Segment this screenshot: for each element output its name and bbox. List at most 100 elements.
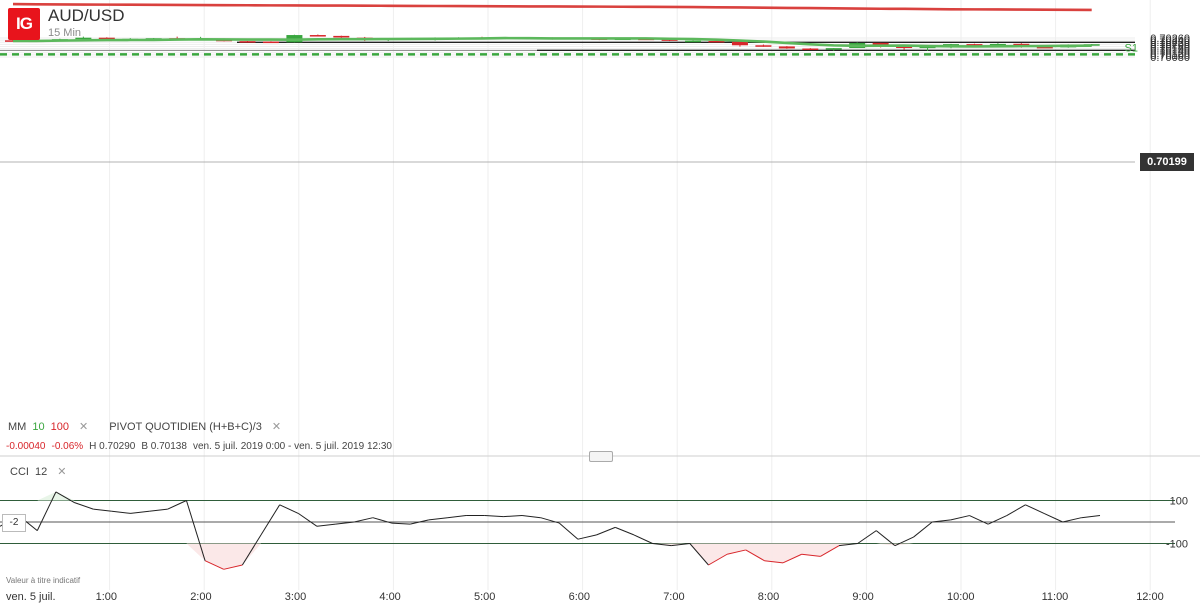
candle-bearish [896,46,913,49]
close-icon[interactable]: ✕ [78,421,89,433]
pane-resize-handle[interactable] [589,451,613,462]
ma-fast-period: 10 [32,421,45,433]
cci-line-segment [316,523,336,527]
cci-line-segment [260,504,281,536]
cci-line-segment [55,491,75,504]
cci-line-segment [1006,504,1026,516]
cci-line-segment [633,534,653,544]
cci-line-segment [875,530,896,547]
cci-line-segment [652,543,672,547]
candle-bearish [778,46,795,49]
cci-line-segment [391,522,411,525]
cci-line-segment [857,530,877,544]
cci-line-segment [279,504,299,514]
low-value: B 0.70138 [141,441,187,452]
cci-line-segment [932,519,951,523]
candle-bearish [239,41,256,43]
cci-line-segment [1043,512,1063,523]
candle-bearish [708,40,725,43]
x-tick-label: 6:00 [569,591,590,603]
cci-line-segment [727,549,746,555]
cci-line-segment [764,560,784,564]
candle-bearish [98,37,115,40]
y-tick-label: 0.70260 [1150,33,1190,45]
ma-label: MM [8,421,27,433]
close-icon[interactable]: ✕ [57,466,67,478]
cci-line-segment [894,536,914,547]
cci-line-segment [577,534,597,540]
y-tick-label: 0.70120 [1150,48,1190,60]
cci-line-segment [484,515,504,518]
candle-bearish [966,44,983,46]
x-tick-label: 3:00 [285,591,306,603]
cci-line-segment [987,515,1007,525]
x-tick-label: 5:00 [474,591,495,603]
cci-label: CCI [10,466,29,478]
indicative-footnote: Valeur à titre indicatif [6,576,81,585]
cci-line-segment [838,543,858,547]
cci-line-segment [185,500,206,561]
candle-bullish [1083,44,1100,46]
ig-logo: IG [8,8,40,40]
candle-bearish [802,48,819,51]
cci-line-segment [149,508,168,512]
cci-line-segment [615,526,635,536]
cci-line-segment [241,534,262,566]
cci-line-segment [782,553,802,564]
cci-line-segment [167,500,187,510]
x-tick-label: 11:00 [1042,591,1069,603]
y-tick-label: 0.70100 [1150,50,1190,62]
cci-line-segment [36,491,57,531]
x-tick-label: ven. 5 juil. [6,591,56,603]
x-tick-label: 12:00 [1136,591,1164,603]
y-tick-label: 0.70140 [1150,46,1190,58]
cci-line-segment [447,515,467,519]
candle-bullish [989,43,1006,46]
candle-bullish [75,37,92,40]
timeframe-label[interactable]: 15 Min [48,27,82,39]
cci-line-segment [1081,515,1101,519]
x-tick-label: 7:00 [663,591,684,603]
candle-bearish [333,35,350,38]
cci-line-segment [558,522,579,540]
y-tick-label: 0.70180 [1150,41,1190,53]
change-pct: -0.06% [51,441,84,452]
cci-line-segment [521,515,541,519]
cci-axis-label: 100 [1170,496,1188,508]
cci-line-segment [969,515,989,525]
cci-line-segment [708,553,728,566]
cci-line-segment [540,517,560,524]
cci-oversold-fill [0,543,1100,570]
cci-overbought-fill [0,491,1100,501]
ma-slow-line [12,2,1092,12]
x-tick-label: 2:00 [190,591,211,603]
cci-line-segment [298,512,318,527]
y-tick-label: 0.70220 [1150,37,1190,49]
x-tick-label: 4:00 [379,591,400,603]
ma-slow-period: 100 [50,421,69,433]
cci-indicator-row: CCI 12 ✕ [10,465,72,478]
cci-line-segment [689,543,709,566]
x-tick-label: 1:00 [96,591,117,603]
ma-indicator-row: MM 10 100 ✕ PIVOT QUOTIDIEN (H+B+C)/3 ✕ [8,420,287,433]
cci-line-segment [745,549,765,562]
close-icon[interactable]: ✕ [271,421,282,433]
cci-line-segment [1062,517,1082,523]
y-tick-label: 0.70080 [1150,52,1190,64]
candle-bullish [685,40,702,43]
price-stats-row: -0.00040 -0.06% H 0.70290 B 0.70138 ven. 5 j… [6,441,398,452]
pivot-label: PIVOT QUOTIDIEN (H+B+C)/3 [109,421,262,433]
cci-line-segment [503,515,523,518]
cci-line-segment [950,515,970,521]
change-abs: -0.00040 [6,441,46,452]
cci-current-value: -2 [2,514,26,532]
x-tick-label: 8:00 [758,591,779,603]
y-tick-label: 0.70160 [1150,44,1190,56]
cci-line-segment [913,521,933,538]
cci-line-segment [671,543,690,547]
candle-bearish [309,35,326,37]
cci-line-segment [801,553,821,557]
x-tick-label: 10:00 [947,591,975,603]
